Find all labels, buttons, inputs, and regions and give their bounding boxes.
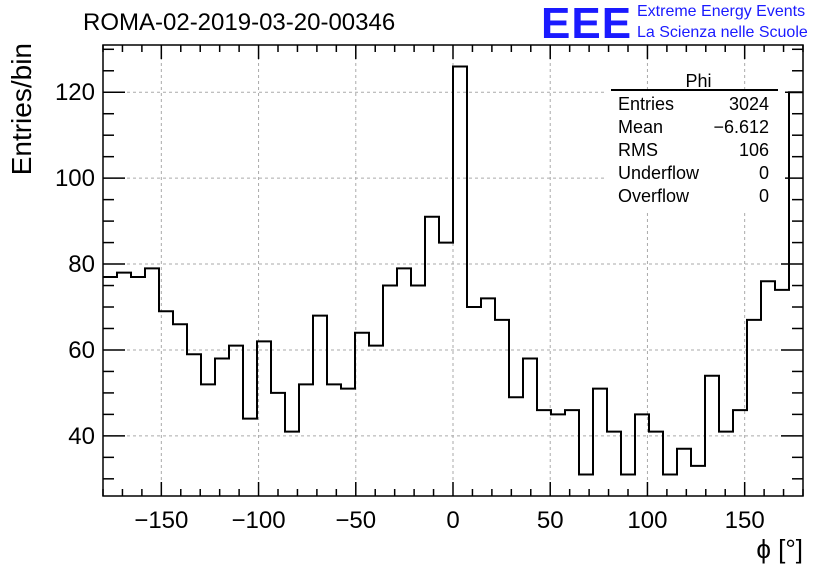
chart-title: ROMA-02-2019-03-20-00346 [83, 9, 396, 36]
y-tick-label: 60 [68, 337, 95, 364]
stats-label: RMS [618, 140, 658, 160]
y-tick-label: 120 [55, 79, 95, 106]
axis-labels: −150 −100 −50 0 50 100 150 40 60 80 100 120 ϕ [°] Ent… [6, 43, 803, 564]
y-tick-label: 80 [68, 251, 95, 278]
stats-value: 106 [739, 140, 769, 160]
y-axis-title: Entries/bin [6, 43, 37, 175]
stats-box: Phi Entries 3024 Mean −6.612 RMS 106 Underflow 0… [607, 71, 785, 210]
logo-line-2: La Scienza nelle Scuole [637, 24, 808, 41]
x-tick-label: −150 [134, 507, 188, 534]
stats-name: Phi [685, 71, 711, 91]
stats-value: 0 [759, 163, 769, 183]
x-tick-label: 150 [725, 507, 765, 534]
x-tick-label: −50 [335, 507, 376, 534]
stats-label: Underflow [618, 163, 700, 183]
x-tick-label: 0 [446, 507, 459, 534]
stats-value: −6.612 [713, 117, 769, 137]
x-axis-title: ϕ [°] [756, 534, 803, 564]
stats-value: 0 [759, 186, 769, 206]
y-tick-label: 40 [68, 423, 95, 450]
stats-label: Overflow [618, 186, 690, 206]
x-tick-label: 50 [537, 507, 564, 534]
y-tick-label: 100 [55, 165, 95, 192]
x-tick-label: 100 [627, 507, 667, 534]
histogram-outline [103, 65, 803, 476]
axis-ticks [102, 45, 804, 496]
stats-label: Mean [618, 117, 663, 137]
logo-line-1: Extreme Energy Events [637, 3, 806, 20]
x-tick-label: −100 [232, 507, 286, 534]
stats-value: 3024 [729, 94, 769, 114]
stats-background [607, 90, 785, 210]
eee-logo: EEE [541, 0, 633, 48]
stats-label: Entries [618, 94, 674, 114]
